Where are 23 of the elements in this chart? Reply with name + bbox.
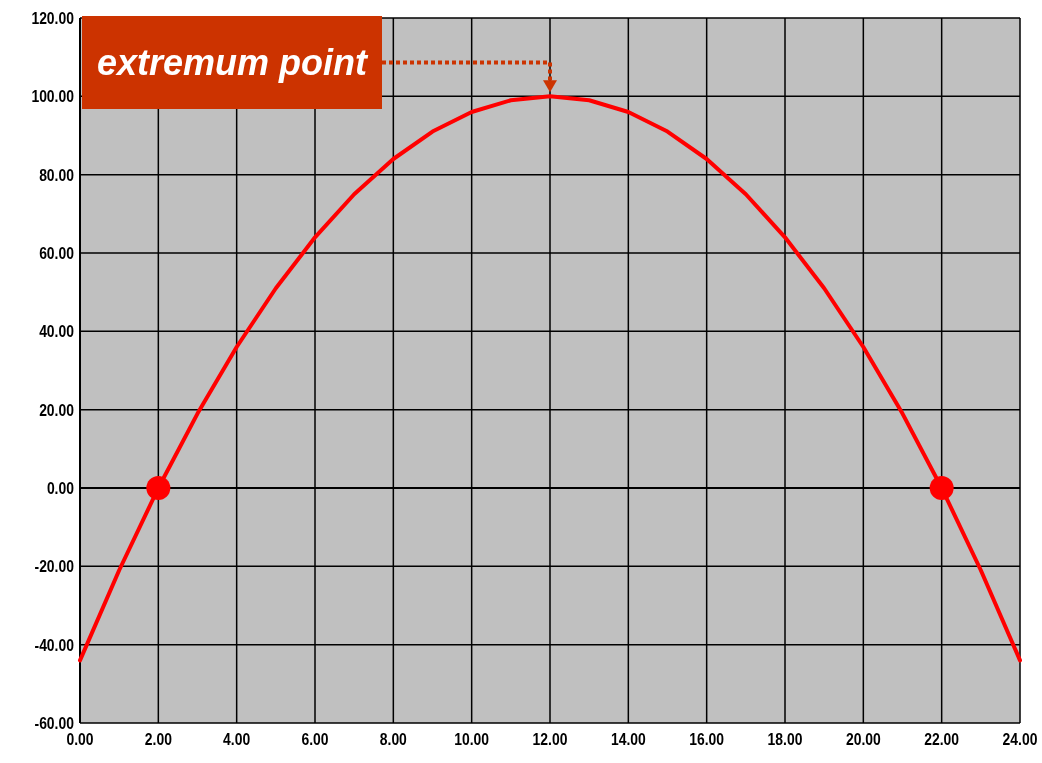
y-tick-label: 60.00 (39, 243, 74, 263)
x-tick-label: 6.00 (301, 729, 329, 749)
y-tick-label: 100.00 (31, 86, 74, 106)
y-tick-label: 40.00 (39, 321, 74, 341)
x-tick-label: 8.00 (379, 729, 407, 749)
annotation: extremum point (96, 42, 370, 84)
y-tick-label: -40.00 (34, 635, 74, 654)
x-tick-label: 20.00 (845, 729, 881, 749)
x-tick-label: 18.00 (767, 729, 803, 749)
x-tick-label: 24.00 (1002, 729, 1038, 749)
x-tick-label: 4.00 (223, 729, 251, 749)
y-tick-label: 80.00 (39, 165, 74, 184)
y-tick-label: 0.00 (46, 478, 74, 498)
x-tick-label: 2.00 (144, 729, 172, 749)
line-series (78, 94, 1022, 663)
y-tick-label: -20.00 (34, 556, 74, 576)
y-tick-label: 120.00 (31, 8, 74, 28)
y-tick-label: 20.00 (39, 400, 74, 419)
x-tick-label: 10.00 (454, 729, 490, 749)
x-tick-label: 22.00 (924, 729, 960, 749)
x-tick-label: 16.00 (689, 729, 725, 749)
x-tick-label: 14.00 (610, 729, 646, 749)
x-tick-label: 12.00 (532, 729, 568, 749)
